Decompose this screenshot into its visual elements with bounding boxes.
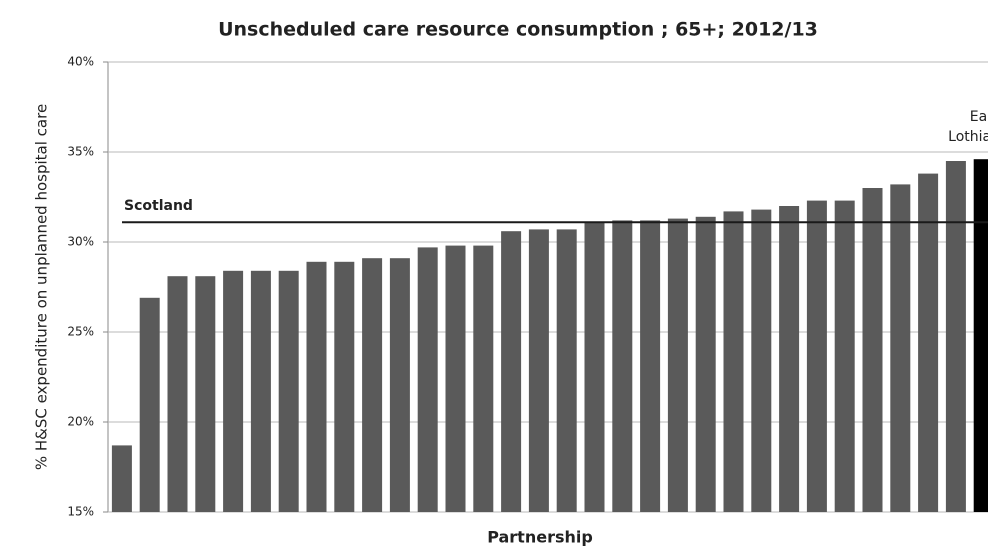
x-axis-label: Partnership: [487, 528, 593, 547]
bar: [195, 276, 216, 512]
y-tick-label: 35%: [67, 145, 94, 159]
bar: [723, 211, 744, 512]
y-tick-label: 30%: [67, 235, 94, 249]
bar: [584, 222, 605, 512]
bar: [139, 297, 160, 512]
y-tick-label: 40%: [67, 55, 94, 69]
bar: [167, 276, 188, 512]
bar: [890, 184, 911, 512]
bar: [667, 218, 688, 512]
bar: [779, 206, 800, 512]
bar: [862, 188, 883, 512]
y-tick-label: 15%: [67, 505, 94, 519]
chart-title: Unscheduled care resource consumption ; …: [218, 19, 818, 41]
bar: [389, 258, 410, 512]
bar: [640, 220, 661, 512]
bar: [501, 231, 522, 512]
bar: [278, 270, 299, 512]
bar: [695, 216, 716, 513]
bar: [751, 209, 772, 512]
bar: [445, 245, 466, 512]
bar: [973, 159, 988, 512]
y-axis-label: % H&SC expenditure on unplanned hospital…: [33, 104, 51, 470]
bar: [612, 220, 633, 512]
bar: [528, 229, 549, 512]
bar: [111, 445, 132, 512]
bar: [556, 229, 577, 512]
bar: [306, 261, 327, 512]
y-tick-label: 20%: [67, 415, 94, 429]
annotation: East: [970, 109, 988, 125]
bar: [473, 245, 494, 512]
bar: [945, 161, 966, 512]
bar: [834, 200, 855, 512]
bar: [806, 200, 827, 512]
bar: [362, 258, 383, 512]
bar: [417, 247, 438, 512]
bar: [334, 261, 355, 512]
annotation: Lothian: [948, 129, 988, 145]
y-tick-label: 25%: [67, 325, 94, 339]
reference-label: Scotland: [124, 198, 193, 214]
bar: [223, 270, 244, 512]
bar: [918, 173, 939, 512]
bar: [250, 270, 271, 512]
